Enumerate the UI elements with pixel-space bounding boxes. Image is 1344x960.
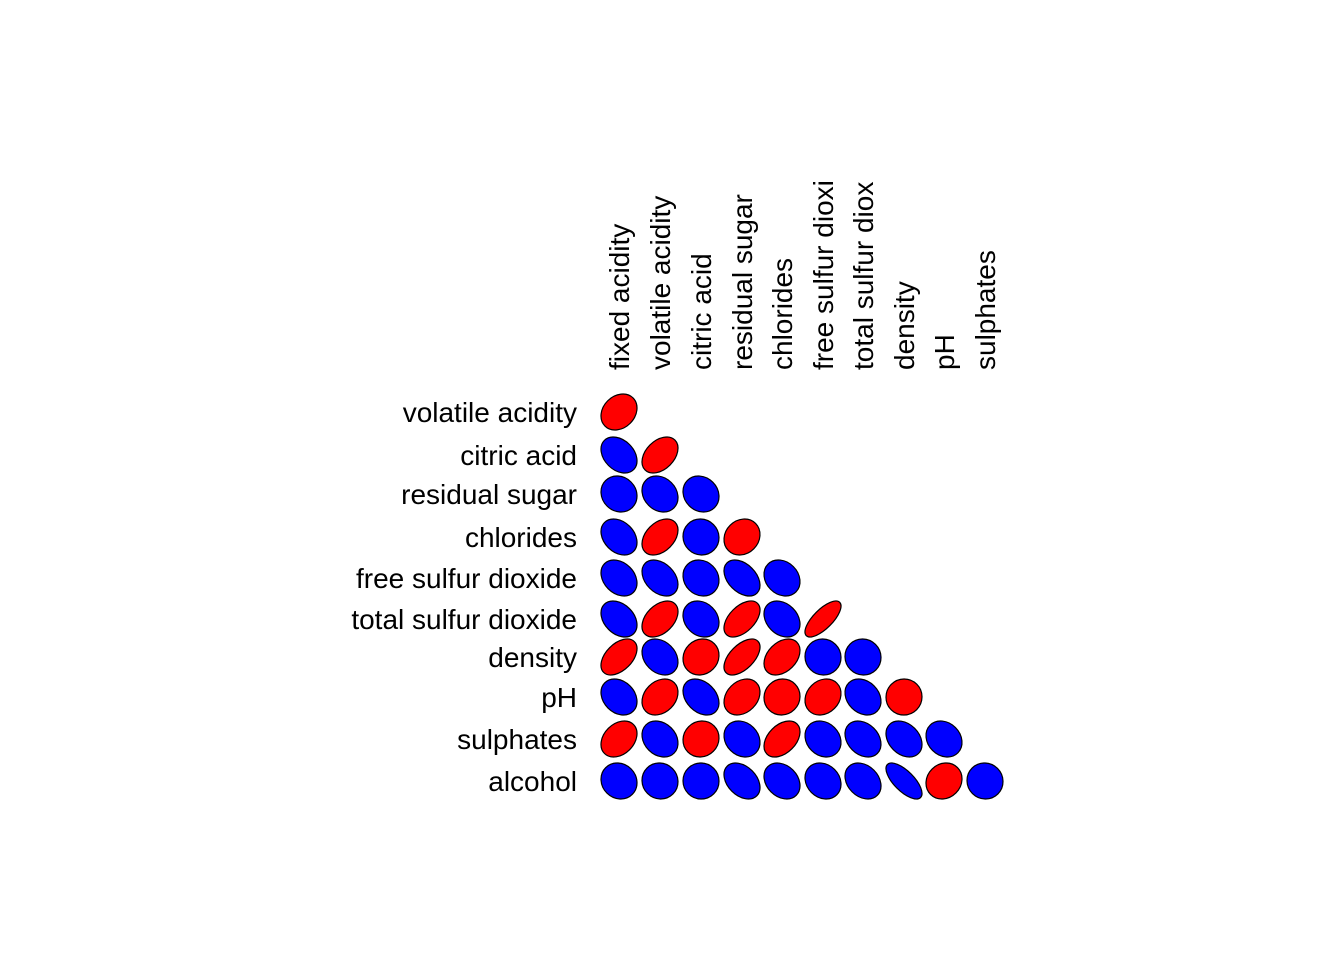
correlation-ellipse — [885, 720, 923, 758]
row-label: alcohol — [488, 766, 577, 797]
correlation-ellipse — [600, 678, 638, 716]
correlation-ellipse — [723, 678, 761, 716]
correlation-ellipse — [763, 762, 801, 800]
ellipse-cells — [600, 393, 1004, 800]
correlation-ellipse — [723, 518, 761, 556]
correlation-ellipse — [723, 600, 761, 638]
correlation-ellipse — [682, 678, 720, 716]
column-label: total sulfur diox — [848, 182, 879, 370]
column-label: citric acid — [686, 253, 717, 370]
correlation-ellipse — [804, 762, 842, 800]
correlation-ellipse — [682, 600, 720, 638]
column-label: free sulfur dioxi — [808, 180, 839, 370]
correlation-ellipse — [844, 720, 882, 758]
correlation-ellipse — [641, 600, 679, 638]
correlation-ellipse — [844, 638, 882, 676]
correlation-ellipse — [600, 720, 638, 758]
row-label: residual sugar — [401, 479, 577, 510]
correlation-ellipse — [723, 762, 761, 800]
column-label: fixed acidity — [604, 224, 635, 370]
correlation-ellipse — [723, 720, 761, 758]
correlation-ellipse — [600, 475, 638, 513]
correlation-ellipse — [885, 678, 923, 716]
row-label: total sulfur dioxide — [351, 604, 577, 635]
column-label: chlorides — [767, 258, 798, 370]
correlation-ellipse — [763, 678, 801, 716]
correlation-ellipse — [600, 393, 638, 431]
correlation-ellipse — [966, 762, 1004, 800]
correlation-ellipse — [641, 678, 679, 716]
correlation-ellipse — [804, 638, 842, 676]
row-labels: volatile acidity citric acid residual suga… — [351, 397, 577, 797]
row-label: citric acid — [460, 440, 577, 471]
column-label: volatile acidity — [645, 196, 676, 370]
correlation-ellipse — [885, 762, 923, 800]
correlation-ellipse — [763, 638, 801, 676]
correlation-ellipse — [682, 638, 720, 676]
row-label: density — [488, 642, 577, 673]
row-label: volatile acidity — [403, 397, 577, 428]
correlation-ellipse — [641, 638, 679, 676]
correlation-ellipse — [682, 559, 720, 597]
correlation-ellipse — [600, 436, 638, 474]
correlation-ellipse — [641, 559, 679, 597]
correlation-ellipse — [600, 518, 638, 556]
correlation-ellipse — [763, 720, 801, 758]
correlation-ellipse — [804, 600, 842, 638]
correlation-ellipse — [600, 559, 638, 597]
correlation-ellipse — [682, 720, 720, 758]
correlation-ellipse — [804, 678, 842, 716]
correlation-ellipse — [925, 720, 963, 758]
row-label: chlorides — [465, 522, 577, 553]
correlation-ellipse — [723, 638, 761, 676]
correlation-ellipse — [682, 762, 720, 800]
correlation-ellipse — [641, 436, 679, 474]
column-label: sulphates — [970, 250, 1001, 370]
correlation-ellipse — [925, 762, 963, 800]
correlation-ellipse — [844, 762, 882, 800]
correlation-ellipse — [641, 475, 679, 513]
correlation-ellipse — [682, 518, 720, 556]
correlation-ellipse — [763, 559, 801, 597]
column-label: residual sugar — [727, 194, 758, 370]
correlation-ellipse — [763, 600, 801, 638]
column-labels: fixed acidity volatile acidity citric acid… — [604, 180, 1001, 370]
row-label: pH — [541, 682, 577, 713]
correlation-ellipse — [723, 559, 761, 597]
correlation-ellipse — [600, 762, 638, 800]
column-label: pH — [929, 334, 960, 370]
correlation-ellipse — [682, 475, 720, 513]
row-label: free sulfur dioxide — [356, 563, 577, 594]
row-label: sulphates — [457, 724, 577, 755]
correlation-ellipse — [641, 518, 679, 556]
correlation-ellipse — [641, 720, 679, 758]
correlation-ellipse — [844, 678, 882, 716]
correlation-ellipse — [804, 720, 842, 758]
correlation-ellipse — [600, 600, 638, 638]
correlation-ellipse — [600, 638, 638, 676]
correlation-ellipse — [641, 762, 679, 800]
column-label: density — [889, 281, 920, 370]
